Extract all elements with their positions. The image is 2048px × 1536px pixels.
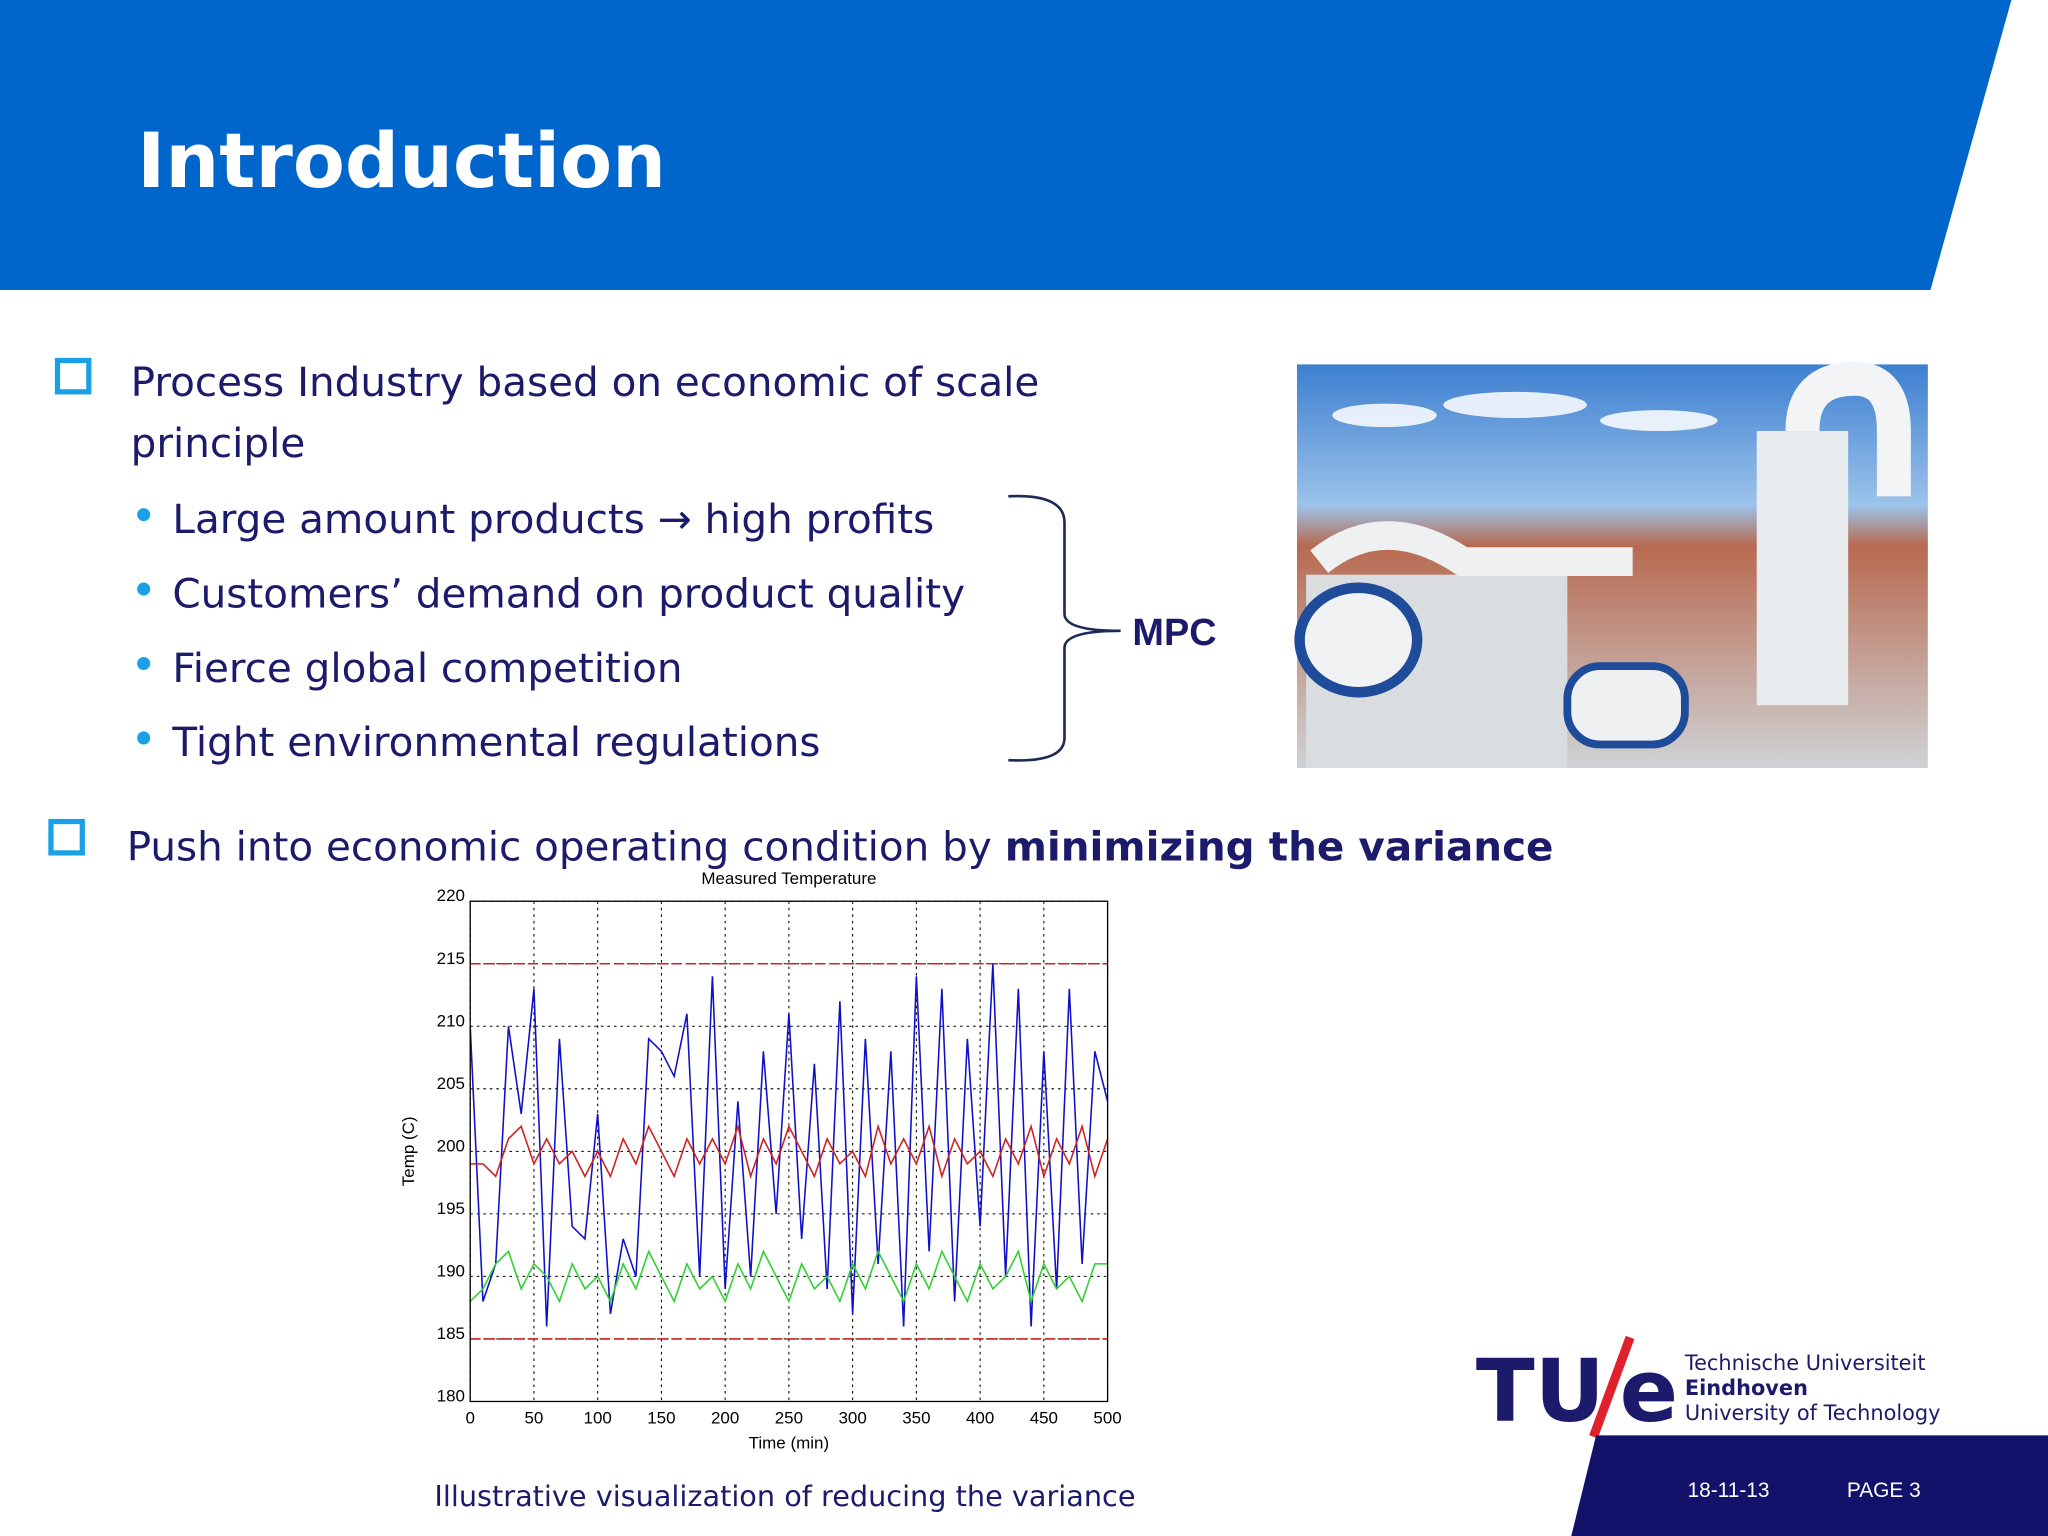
series-line (469, 963, 1109, 1327)
footer-page: PAGE 3 (1847, 1479, 1921, 1502)
logo-mark: e (1620, 1342, 1678, 1442)
chart: 180 185 190 195 200 205 210 215 220 0 50 100 150 200 2… (399, 869, 1122, 1452)
x-tick-label: 250 (775, 1409, 803, 1428)
bullet-text: Push into economic operating condition b… (127, 823, 992, 871)
bullet-text: Push into economic operating condition b… (127, 823, 1554, 871)
sub-bullet: Large amount products → high profits (172, 495, 934, 543)
chart-title: Measured Temperature (701, 869, 876, 888)
sub-bullet: Fierce global competition (172, 644, 682, 692)
y-tick-label: 185 (437, 1324, 465, 1343)
logo-text: University of Technology (1685, 1401, 1941, 1425)
y-tick-label: 220 (437, 886, 465, 905)
bullet-dot (137, 582, 151, 596)
header-band (0, 0, 2012, 290)
y-tick-label: 180 (437, 1386, 465, 1405)
brace (1008, 494, 1121, 762)
bullet-dot (137, 731, 151, 745)
y-tick-label: 190 (437, 1261, 465, 1280)
x-tick-label: 450 (1030, 1409, 1058, 1428)
bullet-emphasis: minimizing the variance (1005, 823, 1554, 871)
x-tick-label: 0 (465, 1409, 474, 1428)
logo-slash (1589, 1335, 1635, 1439)
y-tick-label: 200 (437, 1136, 465, 1155)
y-tick-label: 210 (437, 1011, 465, 1030)
bullet-wrap: Process Industry based on economic of sc… (130, 359, 1040, 468)
y-tick-label: 205 (437, 1074, 465, 1093)
checkbox-icon (54, 357, 92, 395)
series-line (470, 1123, 1109, 1180)
x-tick-label: 500 (1093, 1409, 1121, 1428)
x-tick-label: 300 (838, 1409, 866, 1428)
checkbox-icon (48, 818, 85, 856)
x-axis-label: Time (min) (749, 1433, 829, 1452)
series-line (469, 1249, 1108, 1305)
slide-title: Introduction (137, 117, 666, 205)
plant-photo (1294, 361, 1928, 768)
y-tick-label: 215 (437, 949, 465, 968)
plot-frame (469, 900, 1109, 1403)
logo-text: Eindhoven (1685, 1376, 1808, 1400)
sub-bullet: Tight environmental regulations (171, 718, 820, 766)
caption: Illustrative visualization of reducing t… (434, 1479, 1135, 1513)
x-tick-label: 50 (525, 1409, 544, 1428)
bullet-dot (137, 508, 151, 522)
footer-band (1571, 1435, 2048, 1536)
bullet-text: Process Industry based on economic of sc… (130, 359, 1040, 468)
x-tick-label: 150 (647, 1409, 675, 1428)
y-axis-label: Temp (C) (399, 1116, 418, 1186)
y-tick-label: 195 (437, 1199, 465, 1218)
x-tick-label: 200 (711, 1409, 739, 1428)
x-tick-label: 100 (584, 1409, 612, 1428)
bullet-dot (137, 656, 151, 671)
footer-date: 18-11-13 (1688, 1479, 1770, 1502)
x-tick-label: 350 (902, 1409, 930, 1428)
brace-label: MPC (1132, 612, 1216, 654)
sub-bullet: Customers’ demand on product quality (172, 569, 965, 617)
x-tick-label: 400 (966, 1409, 994, 1428)
logo-mark: TU (1476, 1342, 1605, 1442)
logo-text: Technische Universiteit (1684, 1351, 1926, 1375)
